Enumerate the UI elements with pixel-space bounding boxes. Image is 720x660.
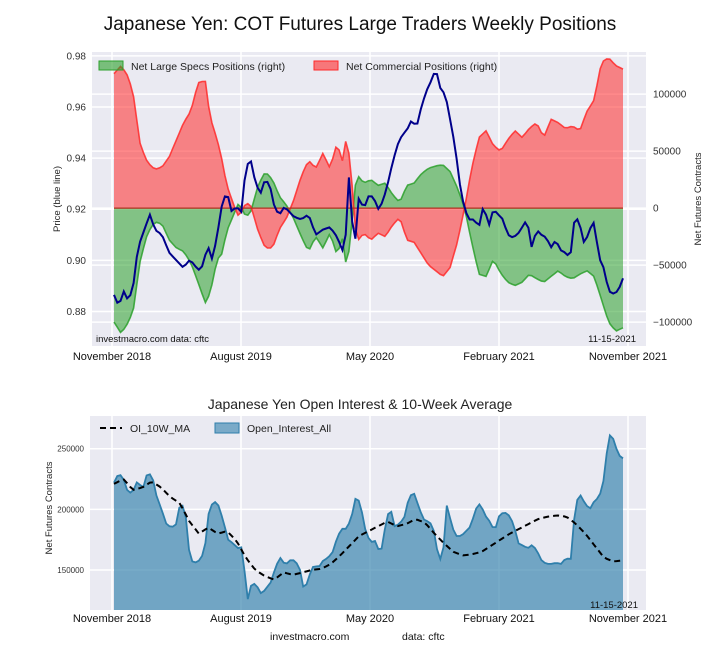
y-tick-label: 200000 <box>57 505 84 514</box>
x-tick-label: February 2021 <box>463 613 535 625</box>
oi-chart-title: Japanese Yen Open Interest & 10-Week Ave… <box>207 396 513 412</box>
x-tick-label: February 2021 <box>463 351 535 363</box>
right-tick-label: 50000 <box>653 147 681 158</box>
x-tick-label: August 2019 <box>210 351 272 363</box>
open-interest-line <box>113 433 624 600</box>
bottom-y-axis-label: Net Futures Contracts <box>44 461 55 554</box>
x-tick-label: November 2018 <box>73 613 151 625</box>
bottom-legend: OI_10W_MA Open_Interest_All <box>100 422 331 435</box>
left-tick-label: 0.92 <box>67 205 87 216</box>
x-tick-label: August 2019 <box>210 613 272 625</box>
top-left-axis-ticks: 0.88 0.90 0.92 0.94 0.96 0.98 <box>67 51 87 318</box>
open-interest-area <box>114 435 623 610</box>
right-tick-label: −100000 <box>653 318 693 329</box>
left-tick-label: 0.88 <box>67 307 87 318</box>
bottom-y-axis-ticks: 150000 200000 250000 <box>57 445 84 575</box>
bottom-area-fills <box>114 435 623 610</box>
bottom-date-note: 11-15-2021 <box>590 600 638 611</box>
legend-label-oi: Open_Interest_All <box>247 423 331 435</box>
top-lines <box>113 58 624 334</box>
top-left-axis-label: Price (blue line) <box>52 166 63 232</box>
y-tick-label: 250000 <box>57 445 84 454</box>
right-tick-label: −50000 <box>653 261 687 272</box>
ma-line <box>113 478 624 581</box>
y-tick-label: 150000 <box>57 566 84 575</box>
legend-swatch-specs <box>98 60 124 71</box>
left-tick-label: 0.94 <box>67 154 87 165</box>
x-tick-label: May 2020 <box>346 613 394 625</box>
legend-swatch-commercial <box>313 60 339 71</box>
commercial-area <box>114 58 623 276</box>
right-tick-label: 100000 <box>653 90 687 101</box>
bottom-lines <box>113 433 624 600</box>
chart-title: Japanese Yen: COT Futures Large Traders … <box>103 14 617 35</box>
left-tick-label: 0.90 <box>67 256 87 267</box>
price-line <box>113 72 624 305</box>
legend-label-ma: OI_10W_MA <box>130 423 190 435</box>
legend-label-specs: Net Large Specs Positions (right) <box>131 61 285 73</box>
top-right-axis-label: Net Futures Contracts <box>693 152 704 245</box>
left-tick-label: 0.96 <box>67 102 87 113</box>
left-tick-label: 0.98 <box>67 51 87 62</box>
x-tick-label: May 2020 <box>346 351 394 363</box>
top-x-axis-ticks: November 2018 August 2019 May 2020 February… <box>73 351 667 363</box>
commercial-line <box>113 58 624 277</box>
footer-source: data: cftc <box>402 631 445 643</box>
top-watermark-note: investmacro.com data: cftc <box>96 334 209 345</box>
x-tick-label: November 2018 <box>73 351 151 363</box>
bottom-x-axis-ticks: November 2018 August 2019 May 2020 February… <box>73 613 667 625</box>
legend-swatch-oi <box>214 422 240 434</box>
top-right-axis-ticks: −100000 −50000 0 50000 100000 <box>653 90 693 329</box>
specs-line <box>113 164 624 334</box>
legend-label-commercial: Net Commercial Positions (right) <box>346 61 497 73</box>
right-tick-label: 0 <box>653 204 659 215</box>
footer-site: investmacro.com <box>270 631 350 643</box>
x-tick-label: November 2021 <box>589 613 667 625</box>
top-legend: Net Large Specs Positions (right) Net Co… <box>98 60 497 73</box>
top-date-note: 11-15-2021 <box>588 334 636 345</box>
x-tick-label: November 2021 <box>589 351 667 363</box>
